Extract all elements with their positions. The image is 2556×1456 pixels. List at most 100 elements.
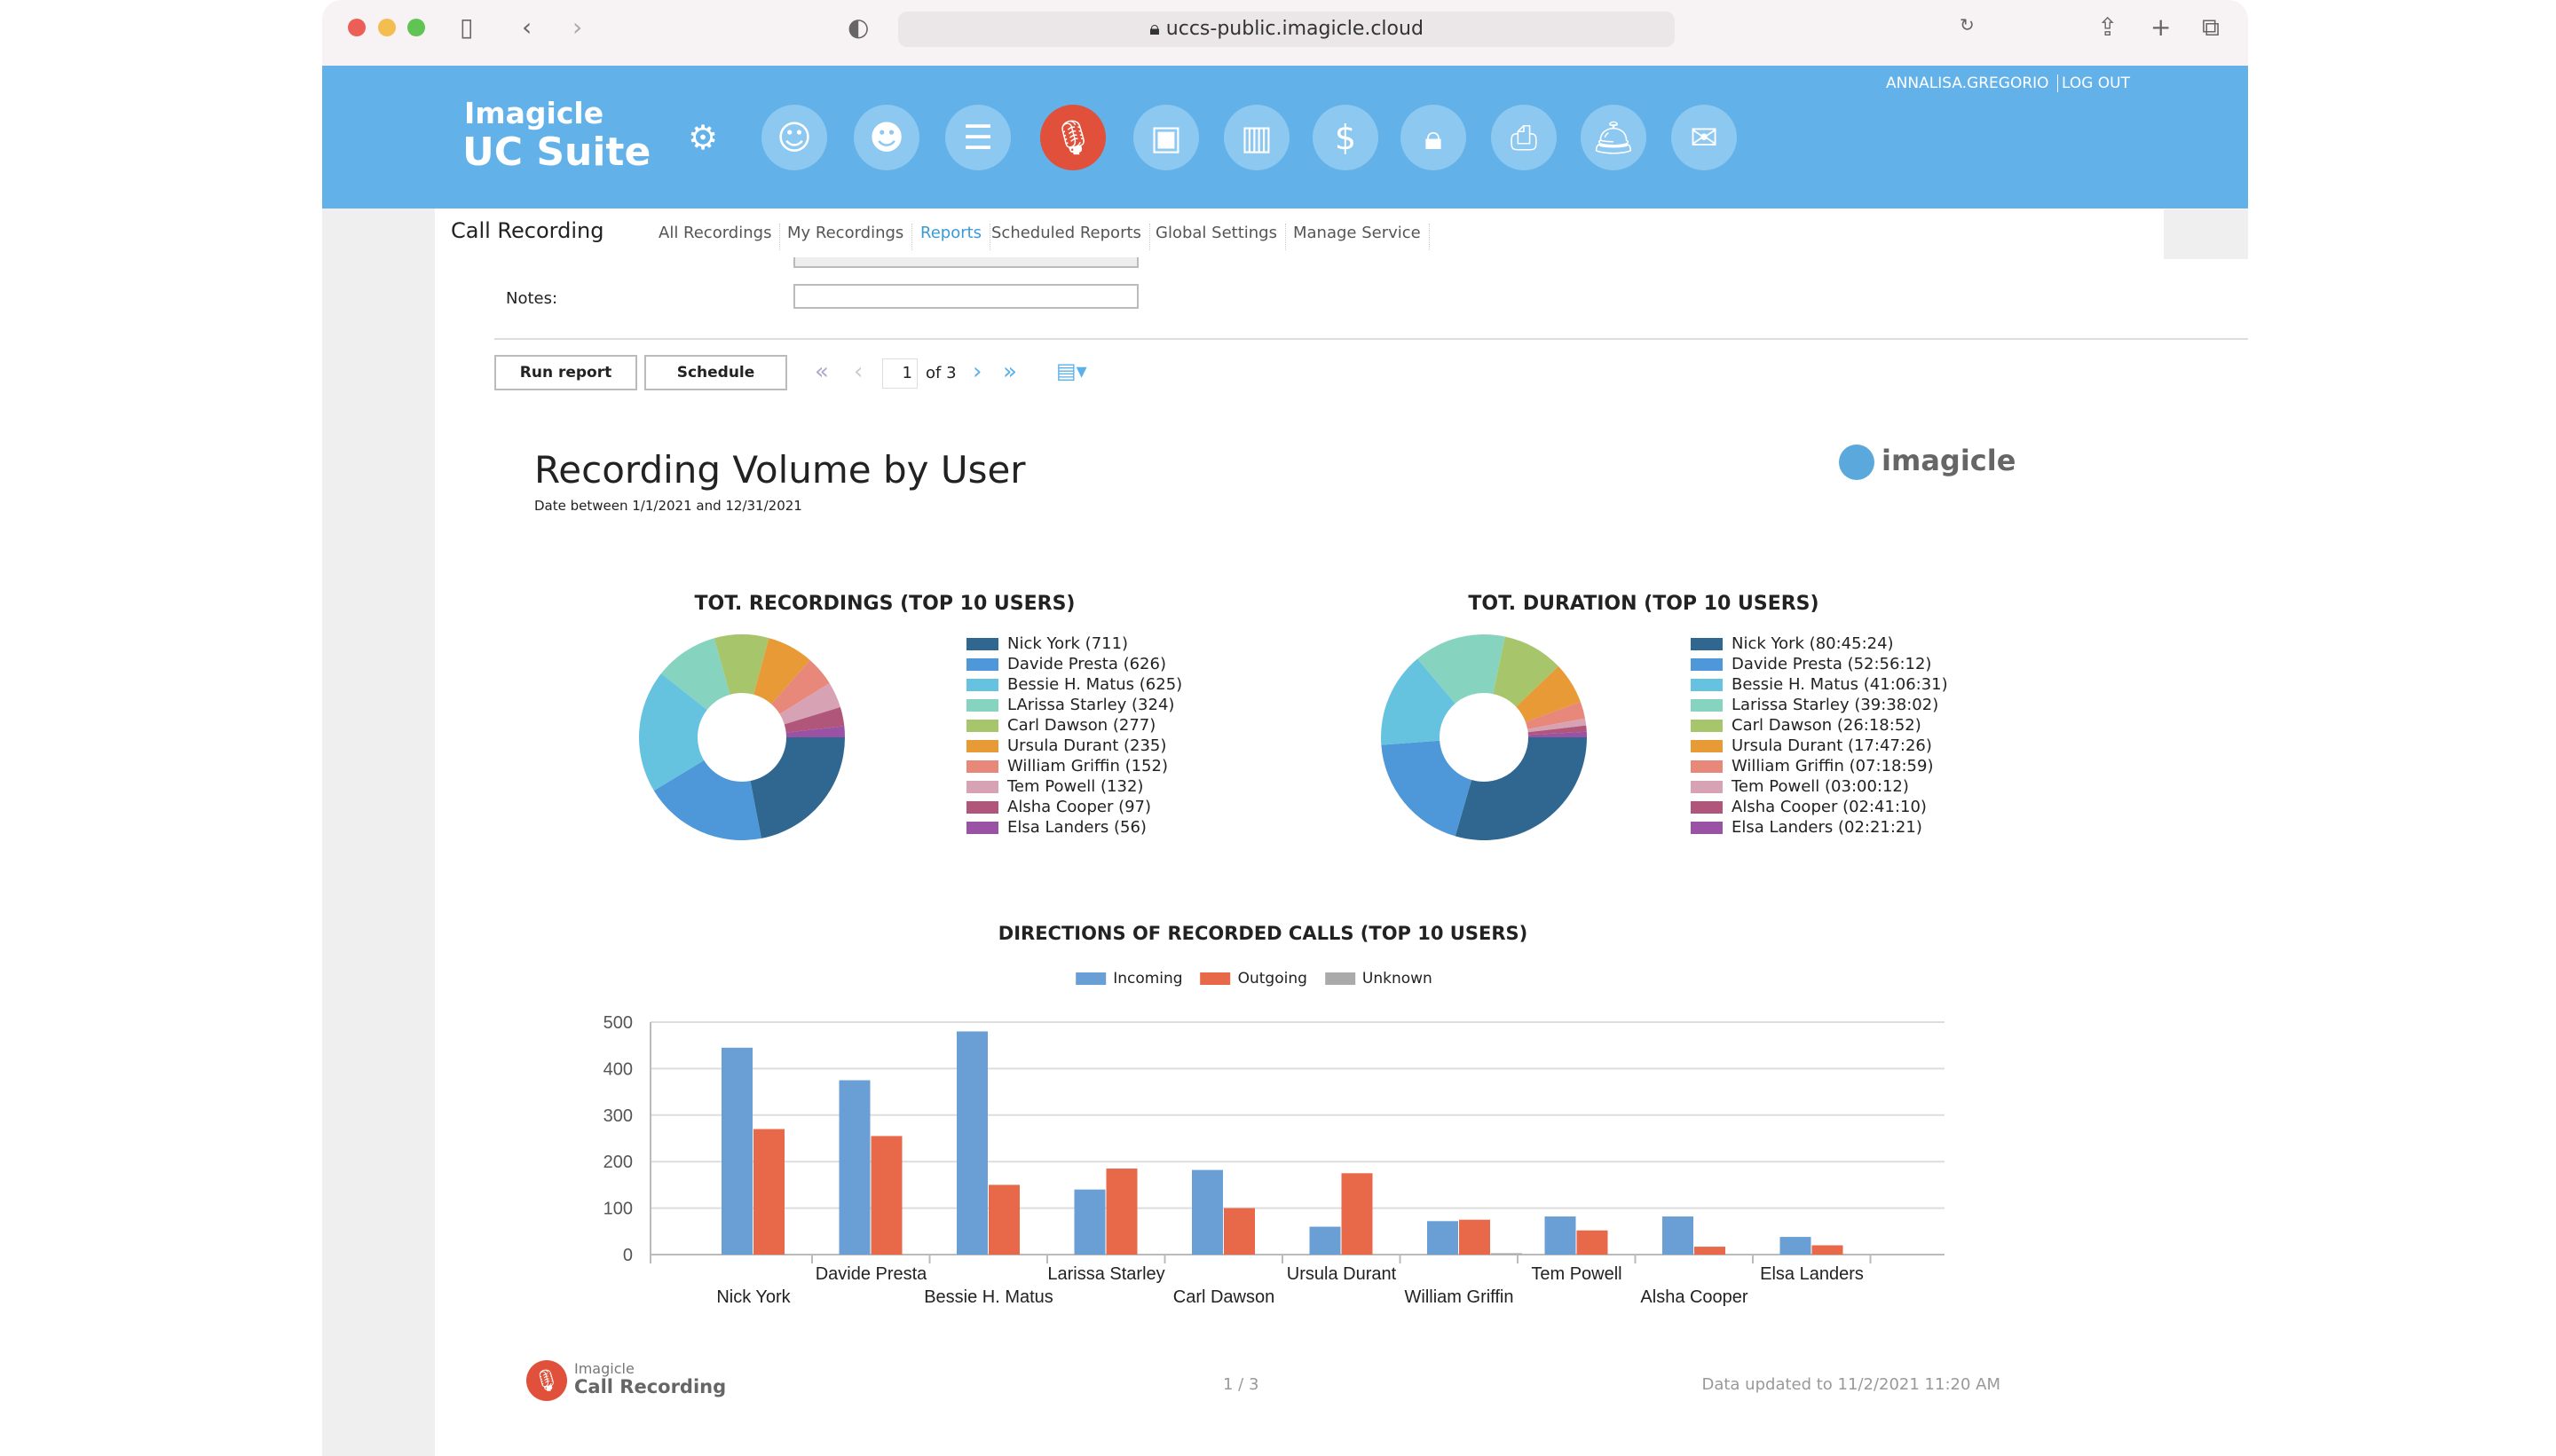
pie2-legend: Nick York (80:45:24) Davide Presta (52:56… — [1691, 634, 1948, 838]
microphone-icon[interactable]: 🎙︎ — [1040, 105, 1106, 170]
legend-label: Alsha Cooper (02:41:10) — [1732, 798, 1927, 816]
pie1-title: TOT. RECORDINGS (TOP 10 USERS) — [694, 593, 1076, 615]
next-page-icon[interactable]: › — [973, 358, 982, 385]
legend-swatch — [1200, 972, 1231, 985]
pie0-slice — [771, 659, 830, 714]
legend-item-unknown[interactable]: Unknown — [1324, 970, 1432, 988]
back-icon[interactable]: ‹ — [522, 12, 532, 42]
legend-swatch — [1691, 781, 1723, 793]
bar-incoming — [1544, 1216, 1576, 1255]
legend-swatch — [1691, 760, 1723, 773]
legend-swatch — [966, 781, 998, 793]
operator-icon[interactable]: ☺ — [761, 105, 827, 170]
tab-reports[interactable]: Reports — [912, 224, 991, 250]
previous-field[interactable] — [793, 257, 1139, 268]
bar-incoming — [1309, 1226, 1341, 1255]
legend-swatch — [966, 658, 998, 671]
shield-icon[interactable]: ◐ — [848, 12, 870, 42]
legend-item-outgoing[interactable]: Outgoing — [1200, 970, 1307, 988]
address-bar[interactable]: 🔒︎ uccs-public.imagicle.cloud — [898, 12, 1675, 47]
legend-label: Ursula Durant (235) — [1007, 736, 1167, 755]
legend-item: Elsa Landers (56) — [966, 817, 1182, 838]
tab-my-recordings[interactable]: My Recordings — [779, 224, 913, 250]
fax-icon[interactable]: ⎙ — [1491, 105, 1557, 170]
legend-item: Tem Powell (132) — [966, 776, 1182, 797]
legend-swatch — [1691, 801, 1723, 814]
x-category-label: Larissa Starley — [1047, 1264, 1164, 1284]
right-panel — [2164, 209, 2248, 259]
section-title: Call Recording — [451, 218, 604, 243]
bar-incoming — [1662, 1216, 1693, 1255]
minimize-window-button[interactable] — [378, 19, 396, 36]
legend-label: Nick York (711) — [1007, 634, 1129, 653]
x-category-label: Carl Dawson — [1173, 1287, 1274, 1307]
bar-incoming — [1074, 1189, 1106, 1255]
legend-item: Davide Presta (626) — [966, 654, 1182, 674]
pie0-slice — [653, 759, 761, 840]
first-page-icon[interactable]: « — [815, 358, 829, 385]
tabs-overview-icon[interactable]: ⧉ — [2202, 12, 2220, 42]
legend-label: Elsa Landers (02:21:21) — [1732, 818, 1922, 837]
maximize-window-button[interactable] — [407, 19, 425, 36]
legend-label: Carl Dawson (277) — [1007, 716, 1156, 735]
y-tick-label: 300 — [604, 1106, 633, 1126]
legend-item: Carl Dawson (26:18:52) — [1691, 715, 1948, 736]
legend-swatch — [966, 699, 998, 712]
bar-outgoing — [753, 1129, 785, 1255]
forward-icon[interactable]: › — [572, 12, 583, 42]
microphone-icon: 🎙︎ — [526, 1360, 567, 1401]
export-icon[interactable]: ▤▾ — [1056, 358, 1087, 383]
last-page-icon[interactable]: » — [1003, 358, 1017, 385]
contacts-icon[interactable]: ▣ — [1133, 105, 1199, 170]
bar-incoming — [957, 1031, 988, 1255]
tab-scheduled-reports[interactable]: Scheduled Reports — [983, 224, 1150, 250]
legend-label: Larissa Starley (39:38:02) — [1732, 696, 1939, 714]
schedule-button[interactable]: Schedule — [644, 355, 787, 390]
tab-global-settings[interactable]: Global Settings — [1148, 224, 1286, 250]
bar-incoming — [1779, 1237, 1811, 1255]
concierge-icon[interactable]: 🛎︎ — [1581, 105, 1646, 170]
close-window-button[interactable] — [348, 19, 366, 36]
bar-outgoing — [1576, 1230, 1608, 1255]
legend-swatch — [1691, 740, 1723, 752]
legend-item-incoming[interactable]: Incoming — [1076, 970, 1183, 988]
pie1-slice — [1516, 666, 1581, 722]
share-icon[interactable]: ⇪ — [2097, 12, 2118, 42]
legend-swatch — [966, 638, 998, 650]
pie1-slice — [1381, 740, 1472, 837]
pie1-slice — [1525, 701, 1586, 729]
logout-link[interactable]: LOG OUT — [2061, 75, 2130, 92]
pie1-slice — [1381, 658, 1456, 745]
bar-incoming — [1427, 1221, 1458, 1255]
gear-icon[interactable]: ⚙ — [687, 118, 719, 157]
username-link[interactable]: ANNALISA.GREGORIO — [1886, 75, 2049, 92]
x-category-label: Bessie H. Matus — [924, 1287, 1053, 1307]
new-tab-icon[interactable]: + — [2150, 12, 2172, 42]
sidebar-toggle-icon[interactable]: ▯ — [460, 12, 474, 42]
bar-incoming — [722, 1047, 753, 1255]
analytics-icon[interactable]: ▥ — [1224, 105, 1290, 170]
page-input[interactable]: 1 — [882, 358, 918, 389]
legend-swatch — [966, 822, 998, 834]
legend-label: Unknown — [1361, 970, 1432, 988]
reload-icon[interactable]: ↻ — [1960, 14, 1975, 35]
pie1-slice — [1493, 636, 1559, 707]
tab-manage-service[interactable]: Manage Service — [1285, 224, 1430, 250]
notes-label: Notes: — [506, 289, 558, 308]
billing-icon[interactable]: $ — [1313, 105, 1378, 170]
bar-chart-title: DIRECTIONS OF RECORDED CALLS (TOP 10 USE… — [998, 923, 1528, 944]
lock-icon[interactable]: 🔒︎ — [1400, 105, 1466, 170]
group-icon[interactable]: ☻ — [854, 105, 919, 170]
mail-icon[interactable]: ✉ — [1671, 105, 1737, 170]
logo-text: UC Suite — [462, 130, 651, 175]
tab-all-recordings[interactable]: All Recordings — [651, 224, 781, 250]
y-tick-label: 200 — [604, 1153, 633, 1172]
notes-input[interactable] — [793, 284, 1139, 309]
run-report-button[interactable]: Run report — [494, 355, 637, 390]
pie1-slice — [1527, 731, 1587, 737]
directory-icon[interactable]: ☰ — [945, 105, 1011, 170]
prev-page-icon[interactable]: ‹ — [854, 358, 864, 385]
legend-swatch — [966, 720, 998, 732]
logo-small-text: Imagicle — [574, 1360, 635, 1377]
page-indicator: 1 / 3 — [1223, 1375, 1259, 1394]
